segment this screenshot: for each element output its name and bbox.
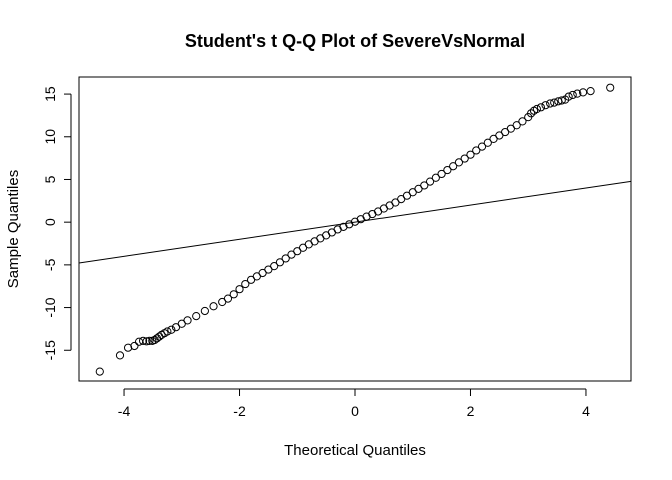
data-point [123,343,133,352]
x-tick-label: 2 [467,403,475,419]
x-tick-label: 4 [582,403,590,419]
y-tick-label: -15 [42,340,58,360]
data-point [573,89,582,98]
data-point [606,83,615,92]
data-point [546,99,555,108]
data-point [483,138,492,147]
y-axis-label: Sample Quantiles [5,170,22,288]
data-point [512,121,521,130]
data-point [472,146,481,155]
x-axis-label: Theoretical Quantiles [284,442,426,459]
y-tick-label: 5 [42,175,58,183]
data-point [163,327,172,336]
y-tick-label: -5 [42,258,58,271]
data-point [454,158,464,167]
y-tick-label: 0 [42,218,58,226]
y-axis: -15 -10 -5 0 5 10 15 [42,86,72,360]
data-point [200,306,209,316]
data-point [145,336,154,345]
data-point [586,86,595,96]
data-point [443,165,452,175]
data-point [477,142,487,151]
data-point [541,101,550,110]
data-point [130,341,139,351]
data-point [192,312,201,321]
plot-frame [78,76,632,382]
data-point [460,154,469,163]
data-point [557,96,566,105]
data-point [275,258,285,267]
data-point [270,262,279,271]
data-point [235,285,244,294]
data-point [550,98,559,107]
data-point [229,290,238,299]
x-tick-label: 0 [351,403,359,419]
data-point [466,150,475,159]
data-point [281,254,290,263]
data-point [420,181,429,190]
y-tick-label: 15 [42,86,58,102]
y-tick-label: -10 [42,297,58,317]
data-point [578,88,588,97]
data-point [568,90,577,100]
x-tick-label: -4 [118,403,131,419]
points-group [95,83,615,376]
data-point [167,325,176,334]
data-point [425,177,435,186]
x-tick-label: -2 [233,403,246,419]
y-tick-label: 10 [42,129,58,145]
data-point [95,367,104,376]
data-point [449,162,458,171]
data-point [532,104,541,114]
x-axis: -4 -2 0 2 4 [118,388,590,419]
chart-title: Student's t Q-Q Plot of SevereVsNormal [185,31,525,51]
data-point [209,302,218,311]
data-point [142,337,151,346]
data-point [437,169,446,179]
reference-line-group [78,180,632,264]
data-point [183,316,192,325]
data-point [527,109,536,118]
data-point [518,117,527,126]
data-point [536,103,546,112]
data-point [223,294,233,303]
data-point [115,351,125,360]
reference-line [78,180,632,264]
data-point [138,336,148,345]
data-point [241,279,250,289]
data-point [431,173,440,182]
data-point [564,92,573,101]
